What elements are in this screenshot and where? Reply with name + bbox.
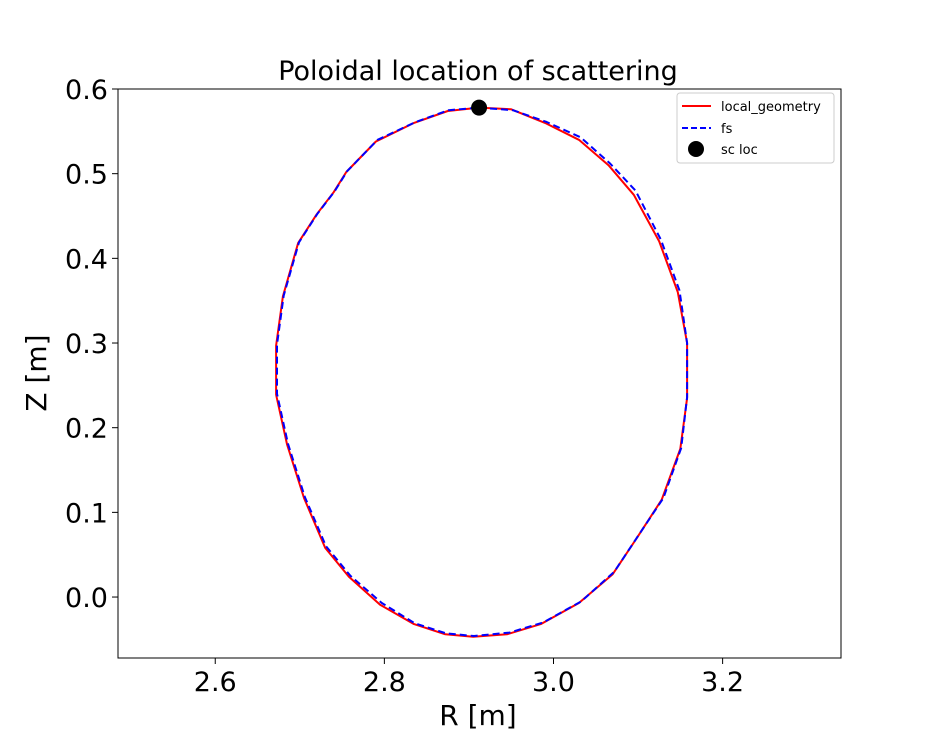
x-tick-label: 2.8 — [363, 667, 406, 698]
legend-label-fs: fs — [721, 122, 733, 137]
x-axis-label: R [m] — [439, 699, 516, 732]
series-line-local-geometry — [275, 106, 689, 638]
legend: local_geometry fs sc loc — [676, 92, 835, 164]
marker-sc-loc — [471, 99, 488, 116]
x-tick-label: 3.0 — [532, 667, 575, 698]
y-tick-label: 0.2 — [65, 414, 108, 445]
legend-frame — [676, 92, 835, 164]
x-tick-label: 3.2 — [701, 667, 744, 698]
plot-area: 2.6 2.8 3.0 3.2 0.0 0.1 0.2 0.3 0.4 0.5 0.6 — [65, 75, 842, 698]
y-axis-label: Z [m] — [20, 334, 53, 411]
y-tick-label: 0.0 — [65, 583, 108, 614]
plot-frame — [117, 88, 842, 659]
legend-label-sc-loc: sc loc — [721, 143, 758, 158]
y-tick-label: 0.3 — [65, 329, 108, 360]
x-tick-label: 2.6 — [194, 667, 237, 698]
y-tick-label: 0.6 — [65, 75, 108, 106]
series-line-fs — [276, 106, 689, 637]
y-tick-label: 0.5 — [65, 160, 108, 191]
series-layer — [275, 99, 689, 638]
legend-swatch-sc-loc — [688, 141, 704, 157]
legend-label-local-geometry: local_geometry — [721, 100, 821, 115]
y-tick-label: 0.1 — [65, 498, 108, 529]
chart-title: Poloidal location of scattering — [278, 56, 678, 87]
y-tick-label: 0.4 — [65, 244, 108, 275]
ticks-layer: 2.6 2.8 3.0 3.2 0.0 0.1 0.2 0.3 0.4 0.5 0.6 — [65, 75, 744, 698]
